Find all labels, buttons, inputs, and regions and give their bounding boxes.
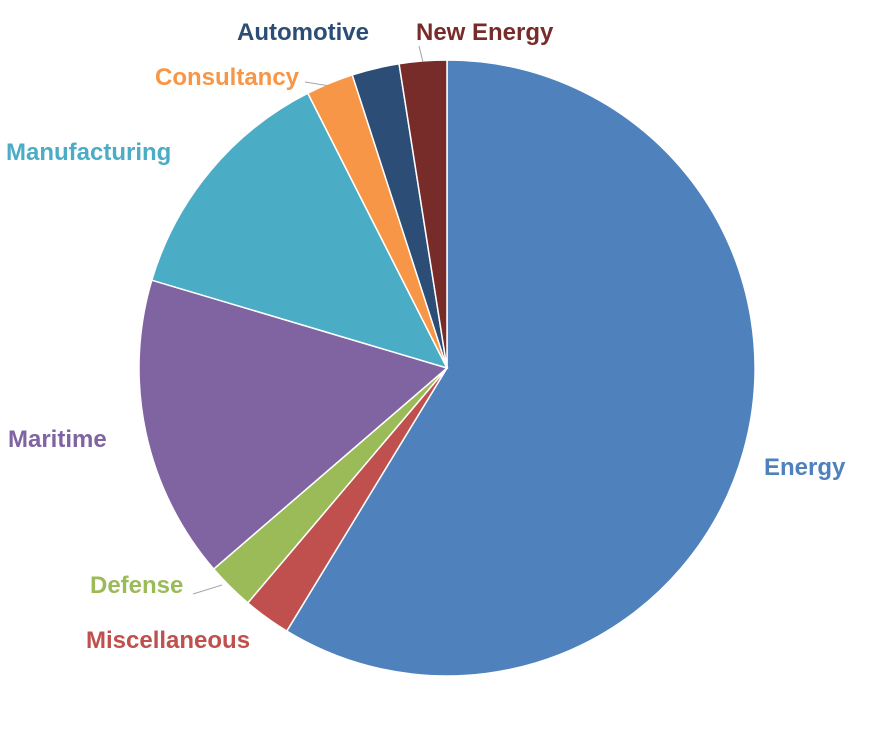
slice-label-energy: Energy bbox=[764, 454, 846, 481]
slice-label-defense: Defense bbox=[90, 572, 183, 599]
slice-labels: Energy Miscellaneous Defense Maritime Manufa… bbox=[6, 19, 846, 654]
leader-line-defense bbox=[192, 584, 223, 595]
leader-line-consultancy bbox=[304, 81, 331, 87]
pie-slice-energy bbox=[285, 59, 756, 677]
pie-slices bbox=[138, 59, 756, 677]
leader-line-new-energy bbox=[418, 45, 424, 63]
leader-lines bbox=[192, 45, 424, 595]
slice-label-maritime: Maritime bbox=[8, 426, 107, 453]
slice-label-miscellaneous: Miscellaneous bbox=[86, 627, 250, 654]
slice-label-new-energy: New Energy bbox=[416, 19, 554, 46]
slice-label-manufacturing: Manufacturing bbox=[6, 139, 171, 166]
pie-slice-maritime bbox=[138, 279, 449, 571]
slice-label-consultancy: Consultancy bbox=[155, 64, 300, 91]
pie-slice-manufacturing bbox=[150, 92, 449, 370]
slice-label-automotive: Automotive bbox=[237, 19, 369, 46]
